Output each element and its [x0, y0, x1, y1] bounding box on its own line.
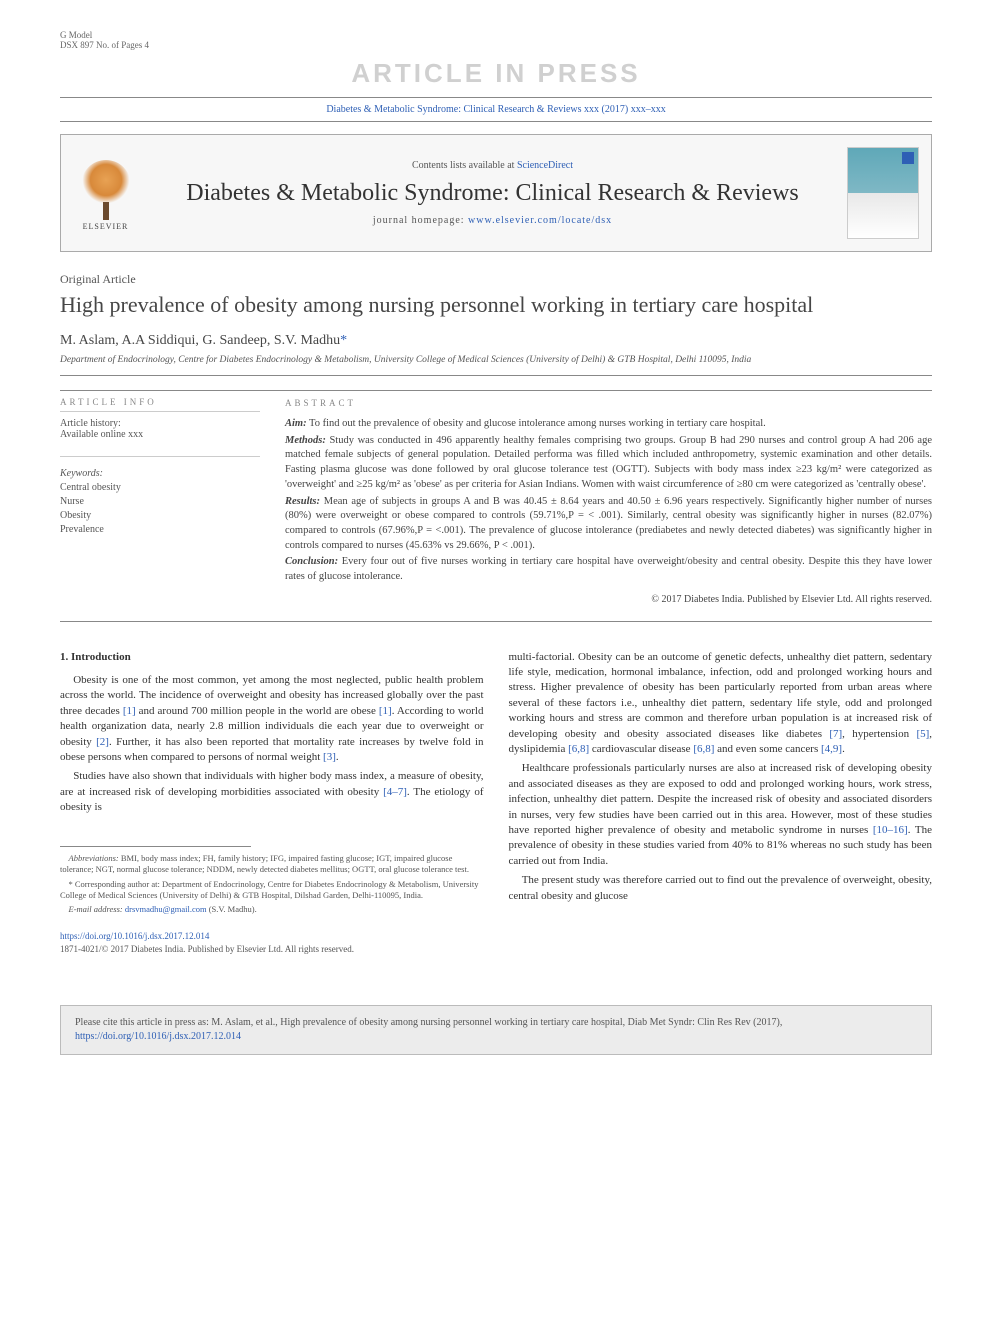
conclusion-text: Every four out of five nurses working in… — [285, 556, 932, 582]
contents-prefix: Contents lists available at — [412, 160, 517, 171]
elsevier-text: ELSEVIER — [83, 222, 129, 231]
abstract: ABSTRACT Aim: To find out the prevalence… — [285, 397, 932, 607]
corresponding-author: * Corresponding author at: Department of… — [60, 879, 484, 902]
methods-label: Methods: — [285, 435, 326, 446]
body-columns: 1. Introduction Obesity is one of the mo… — [60, 650, 932, 955]
doi-link[interactable]: https://doi.org/10.1016/j.dsx.2017.12.01… — [60, 931, 209, 941]
sciencedirect-link[interactable]: ScienceDirect — [517, 160, 573, 171]
abstract-copyright: © 2017 Diabetes India. Published by Else… — [285, 593, 932, 607]
keywords-label: Keywords: — [60, 467, 260, 481]
column-right: multi-factorial. Obesity can be an outco… — [509, 650, 933, 955]
watermark: ARTICLE IN PRESS — [60, 58, 932, 89]
email-link[interactable]: drsvmadhu@gmail.com — [125, 904, 207, 914]
column-left: 1. Introduction Obesity is one of the mo… — [60, 650, 484, 955]
results-label: Results: — [285, 496, 320, 507]
results-text: Mean age of subjects in groups A and B w… — [285, 496, 932, 551]
doi-block: https://doi.org/10.1016/j.dsx.2017.12.01… — [60, 930, 484, 955]
col1-p2: Studies have also shown that individuals… — [60, 769, 484, 815]
masthead: ELSEVIER Contents lists available at Sci… — [60, 134, 932, 252]
col1-p1: Obesity is one of the most common, yet a… — [60, 673, 484, 765]
doi-copyright: 1871-4021/© 2017 Diabetes India. Publish… — [60, 944, 354, 954]
keyword-3: Prevalence — [60, 523, 260, 537]
contents-line: Contents lists available at ScienceDirec… — [153, 160, 832, 171]
abbrev-label: Abbreviations: — [69, 853, 119, 863]
homepage-line: journal homepage: www.elsevier.com/locat… — [153, 215, 832, 226]
journal-cover-thumbnail — [847, 147, 919, 239]
cite-doi-link[interactable]: https://doi.org/10.1016/j.dsx.2017.12.01… — [75, 1031, 241, 1042]
history-value: Available online xxx — [60, 429, 260, 440]
keyword-0: Central obesity — [60, 481, 260, 495]
homepage-prefix: journal homepage: — [373, 215, 468, 226]
col2-p3: The present study was therefore carried … — [509, 873, 933, 904]
article-type: Original Article — [60, 272, 932, 287]
aim-label: Aim: — [285, 418, 307, 429]
abbrev-text: BMI, body mass index; FH, family history… — [60, 853, 469, 874]
article-info-head: ARTICLE INFO — [60, 397, 260, 412]
section-1-head: 1. Introduction — [60, 650, 484, 665]
conclusion-label: Conclusion: — [285, 556, 338, 567]
elsevier-tree-icon — [81, 160, 131, 210]
methods-text: Study was conducted in 496 apparently he… — [285, 435, 932, 490]
footnote-separator — [60, 846, 251, 847]
homepage-link[interactable]: www.elsevier.com/locate/dsx — [468, 215, 612, 226]
article-info-sidebar: ARTICLE INFO Article history: Available … — [60, 397, 285, 607]
cite-text: Please cite this article in press as: M.… — [75, 1017, 782, 1028]
keyword-1: Nurse — [60, 495, 260, 509]
author-list: M. Aslam, A.A Siddiqui, G. Sandeep, S.V.… — [60, 333, 340, 348]
email-suffix: (S.V. Madhu). — [207, 904, 257, 914]
history-label: Article history: — [60, 418, 260, 429]
dsx-label: DSX 897 No. of Pages 4 — [60, 40, 932, 50]
cite-box: Please cite this article in press as: M.… — [60, 1005, 932, 1055]
citation-header: Diabetes & Metabolic Syndrome: Clinical … — [60, 97, 932, 122]
elsevier-logo: ELSEVIER — [73, 156, 138, 231]
authors: M. Aslam, A.A Siddiqui, G. Sandeep, S.V.… — [60, 333, 932, 349]
keyword-2: Obesity — [60, 509, 260, 523]
corresponding-marker: * — [340, 333, 347, 348]
col2-p2: Healthcare professionals particularly nu… — [509, 761, 933, 869]
footnotes: Abbreviations: BMI, body mass index; FH,… — [60, 853, 484, 916]
email-label: E-mail address: — [69, 904, 123, 914]
col2-p1: multi-factorial. Obesity can be an outco… — [509, 650, 933, 758]
abstract-head: ABSTRACT — [285, 397, 932, 410]
aim-text: To find out the prevalence of obesity an… — [307, 418, 766, 429]
affiliation: Department of Endocrinology, Centre for … — [60, 355, 932, 376]
journal-name: Diabetes & Metabolic Syndrome: Clinical … — [153, 179, 832, 208]
article-title: High prevalence of obesity among nursing… — [60, 291, 932, 319]
g-model-label: G Model — [60, 30, 932, 40]
